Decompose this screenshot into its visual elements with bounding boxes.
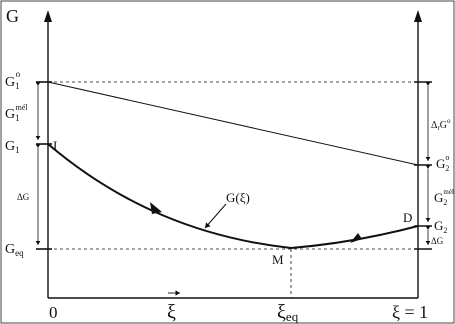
label-g1: G1 (5, 139, 20, 155)
label-delta-g-left: ΔG (17, 192, 30, 202)
label-g2-mel: G2mél (434, 188, 454, 207)
label-delta-g-right: ΔG (431, 236, 444, 246)
g-xi-curve (47, 143, 419, 250)
svg-text:ξ: ξ (167, 301, 176, 323)
label-g2-zero: G2o (436, 153, 449, 173)
left-axis-arrow (44, 10, 52, 22)
point-label-m: M (272, 252, 284, 267)
curve-label: G(ξ) (226, 190, 250, 205)
x-label-zero: 0 (49, 303, 58, 322)
standard-line (47, 81, 419, 166)
x-label-xi-arrow: ξ (167, 290, 180, 323)
label-g2: G2 (434, 218, 447, 235)
label-delta-r-g: ΔrGo (431, 117, 451, 132)
axis-label-g: G (6, 6, 19, 26)
point-label-d: D (403, 210, 412, 225)
label-g1-zero: G1o (5, 69, 21, 91)
right-axis-arrow (414, 10, 422, 22)
curve-arrow-right (350, 233, 362, 243)
curve-arrow-left (150, 202, 162, 214)
point-label-i: I (53, 138, 57, 153)
label-g1-mel: G1mél (5, 103, 28, 123)
x-label-xi-eq: ξeq (277, 301, 299, 324)
label-g-eq: Geq (5, 242, 24, 258)
x-label-xi-one: ξ = 1 (392, 302, 428, 322)
curve-label-pointer (204, 203, 227, 229)
